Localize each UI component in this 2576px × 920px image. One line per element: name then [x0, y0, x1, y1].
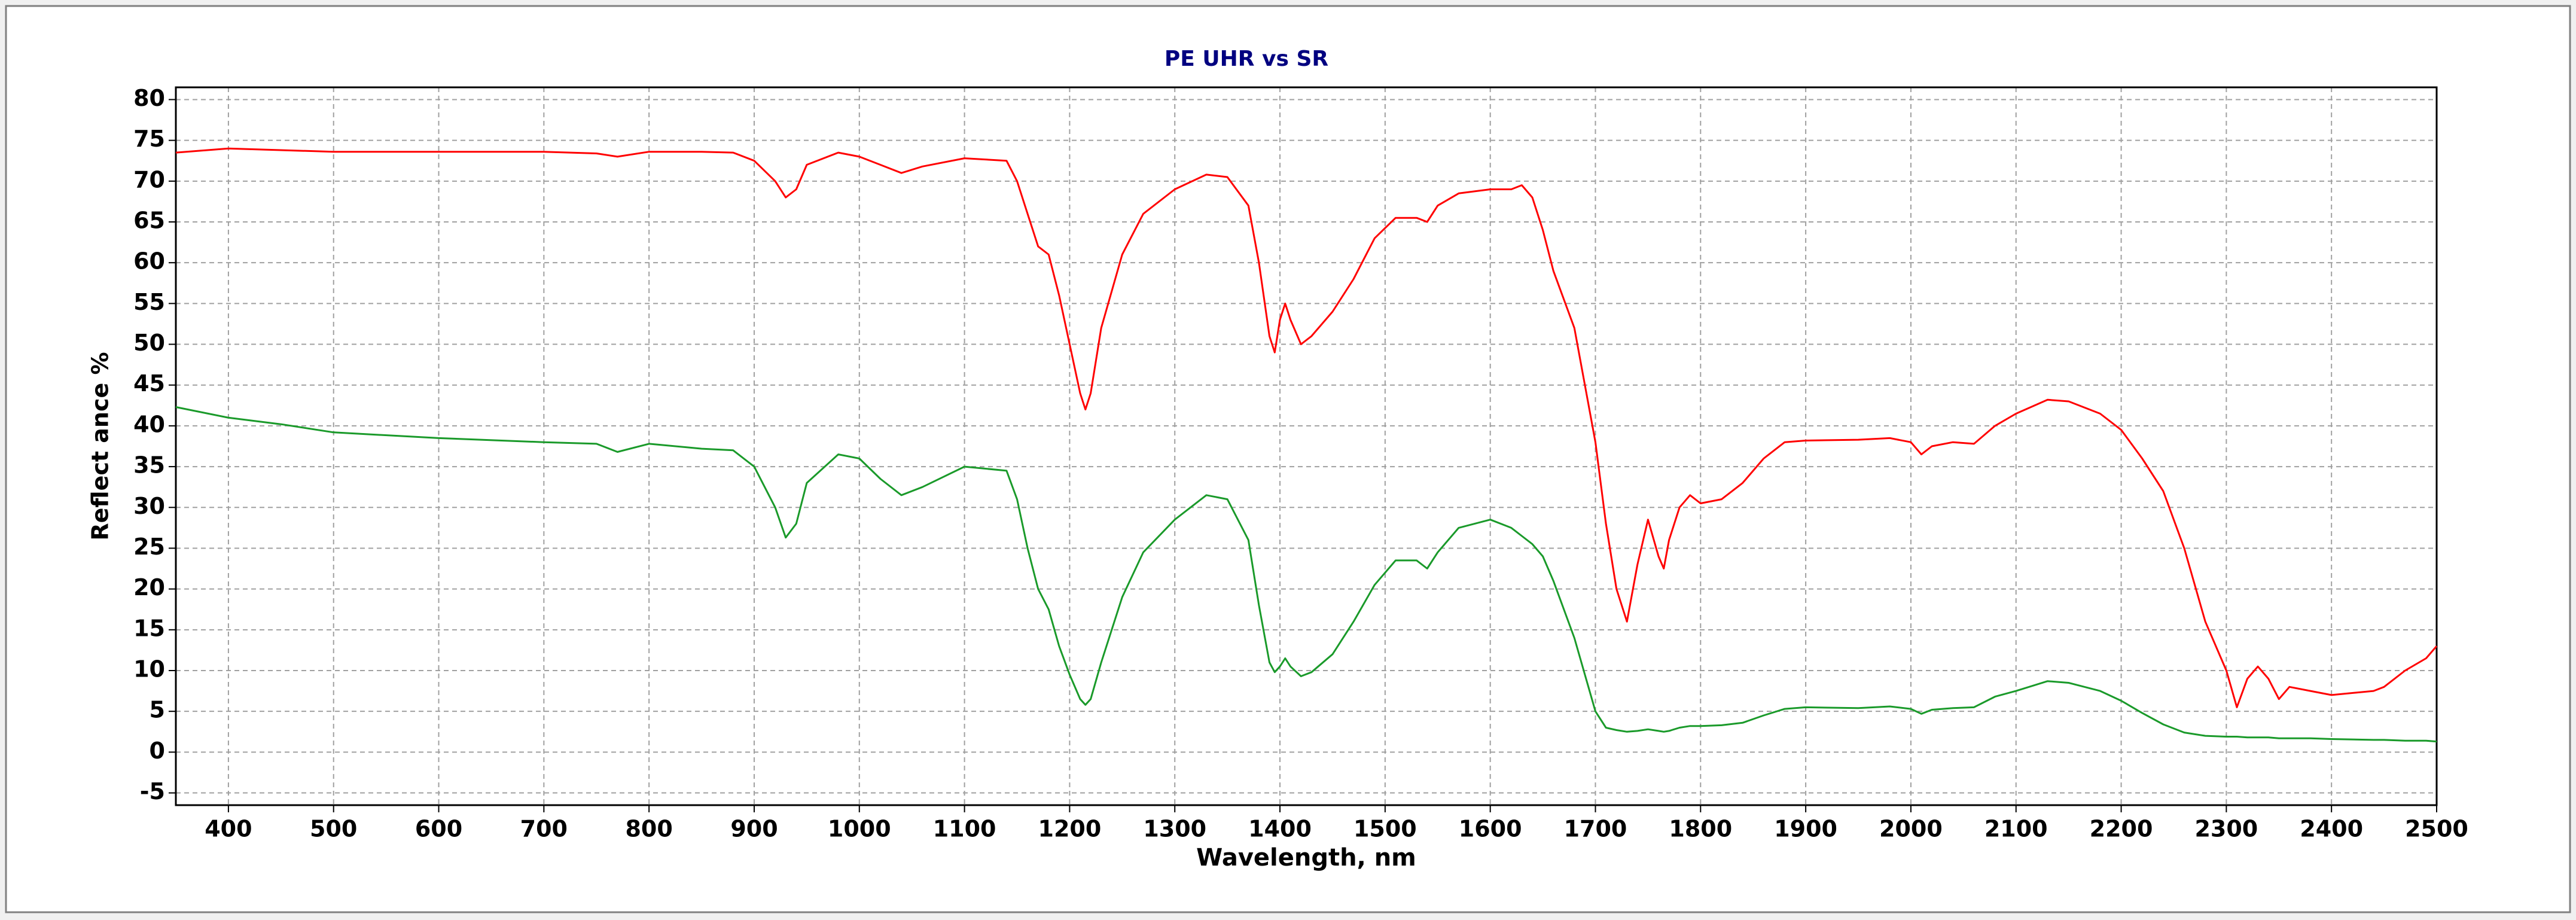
x-tick-label: 1400 — [1248, 816, 1312, 842]
x-tick-label: 1800 — [1669, 816, 1732, 842]
y-tick-label: 55 — [133, 289, 165, 315]
chart-title: PE UHR vs SR — [1164, 47, 1328, 71]
plot-area — [176, 87, 2437, 805]
x-axis-label: Wavelength, nm — [1196, 844, 1416, 872]
x-tick-label: 1000 — [828, 816, 891, 842]
y-tick-label: 40 — [133, 411, 165, 437]
x-tick-label: 1700 — [1564, 816, 1627, 842]
y-tick-label: 20 — [133, 574, 165, 601]
y-tick-label: 80 — [133, 85, 165, 111]
y-tick-label: 65 — [133, 208, 165, 234]
x-tick-label: 400 — [205, 816, 252, 842]
data-line — [175, 406, 2437, 743]
x-tick-label: 1600 — [1459, 816, 1522, 842]
y-tick-label: 25 — [133, 534, 165, 560]
y-tick-label: 60 — [133, 248, 165, 275]
y-axis-label: Reflect ance % — [87, 352, 114, 540]
x-tick-label: 900 — [730, 816, 778, 842]
plot-border — [175, 86, 2438, 806]
x-tick-label: 700 — [520, 816, 568, 842]
x-tick-label: 600 — [415, 816, 462, 842]
y-tick-label: 10 — [133, 656, 165, 683]
x-tick-label: 2300 — [2194, 816, 2258, 842]
y-tick-label: -5 — [140, 778, 165, 805]
y-tick-label: 75 — [133, 126, 165, 152]
x-tick-label: 2100 — [1984, 816, 2048, 842]
y-tick-label: 45 — [133, 370, 165, 397]
x-tick-label: 2400 — [2300, 816, 2363, 842]
x-tick-label: 1900 — [1774, 816, 1837, 842]
y-tick-label: 15 — [133, 615, 165, 641]
x-tick-label: 2500 — [2405, 816, 2468, 842]
y-tick-label: 5 — [150, 697, 165, 723]
x-tick-label: 1500 — [1353, 816, 1417, 842]
y-tick-label: 0 — [150, 738, 165, 764]
x-tick-label: 1100 — [933, 816, 996, 842]
y-tick-label: 70 — [133, 166, 165, 193]
x-tick-label: 500 — [310, 816, 357, 842]
y-tick-label: 50 — [133, 330, 165, 356]
x-tick-label: 800 — [625, 816, 672, 842]
data-line — [175, 147, 2438, 708]
x-tick-label: 1300 — [1143, 816, 1206, 842]
x-tick-label: 2200 — [2090, 816, 2153, 842]
y-tick-label: 30 — [133, 493, 165, 519]
y-tick-label: 35 — [133, 452, 165, 479]
x-tick-label: 1200 — [1038, 816, 1102, 842]
x-tick-label: 2000 — [1879, 816, 1943, 842]
